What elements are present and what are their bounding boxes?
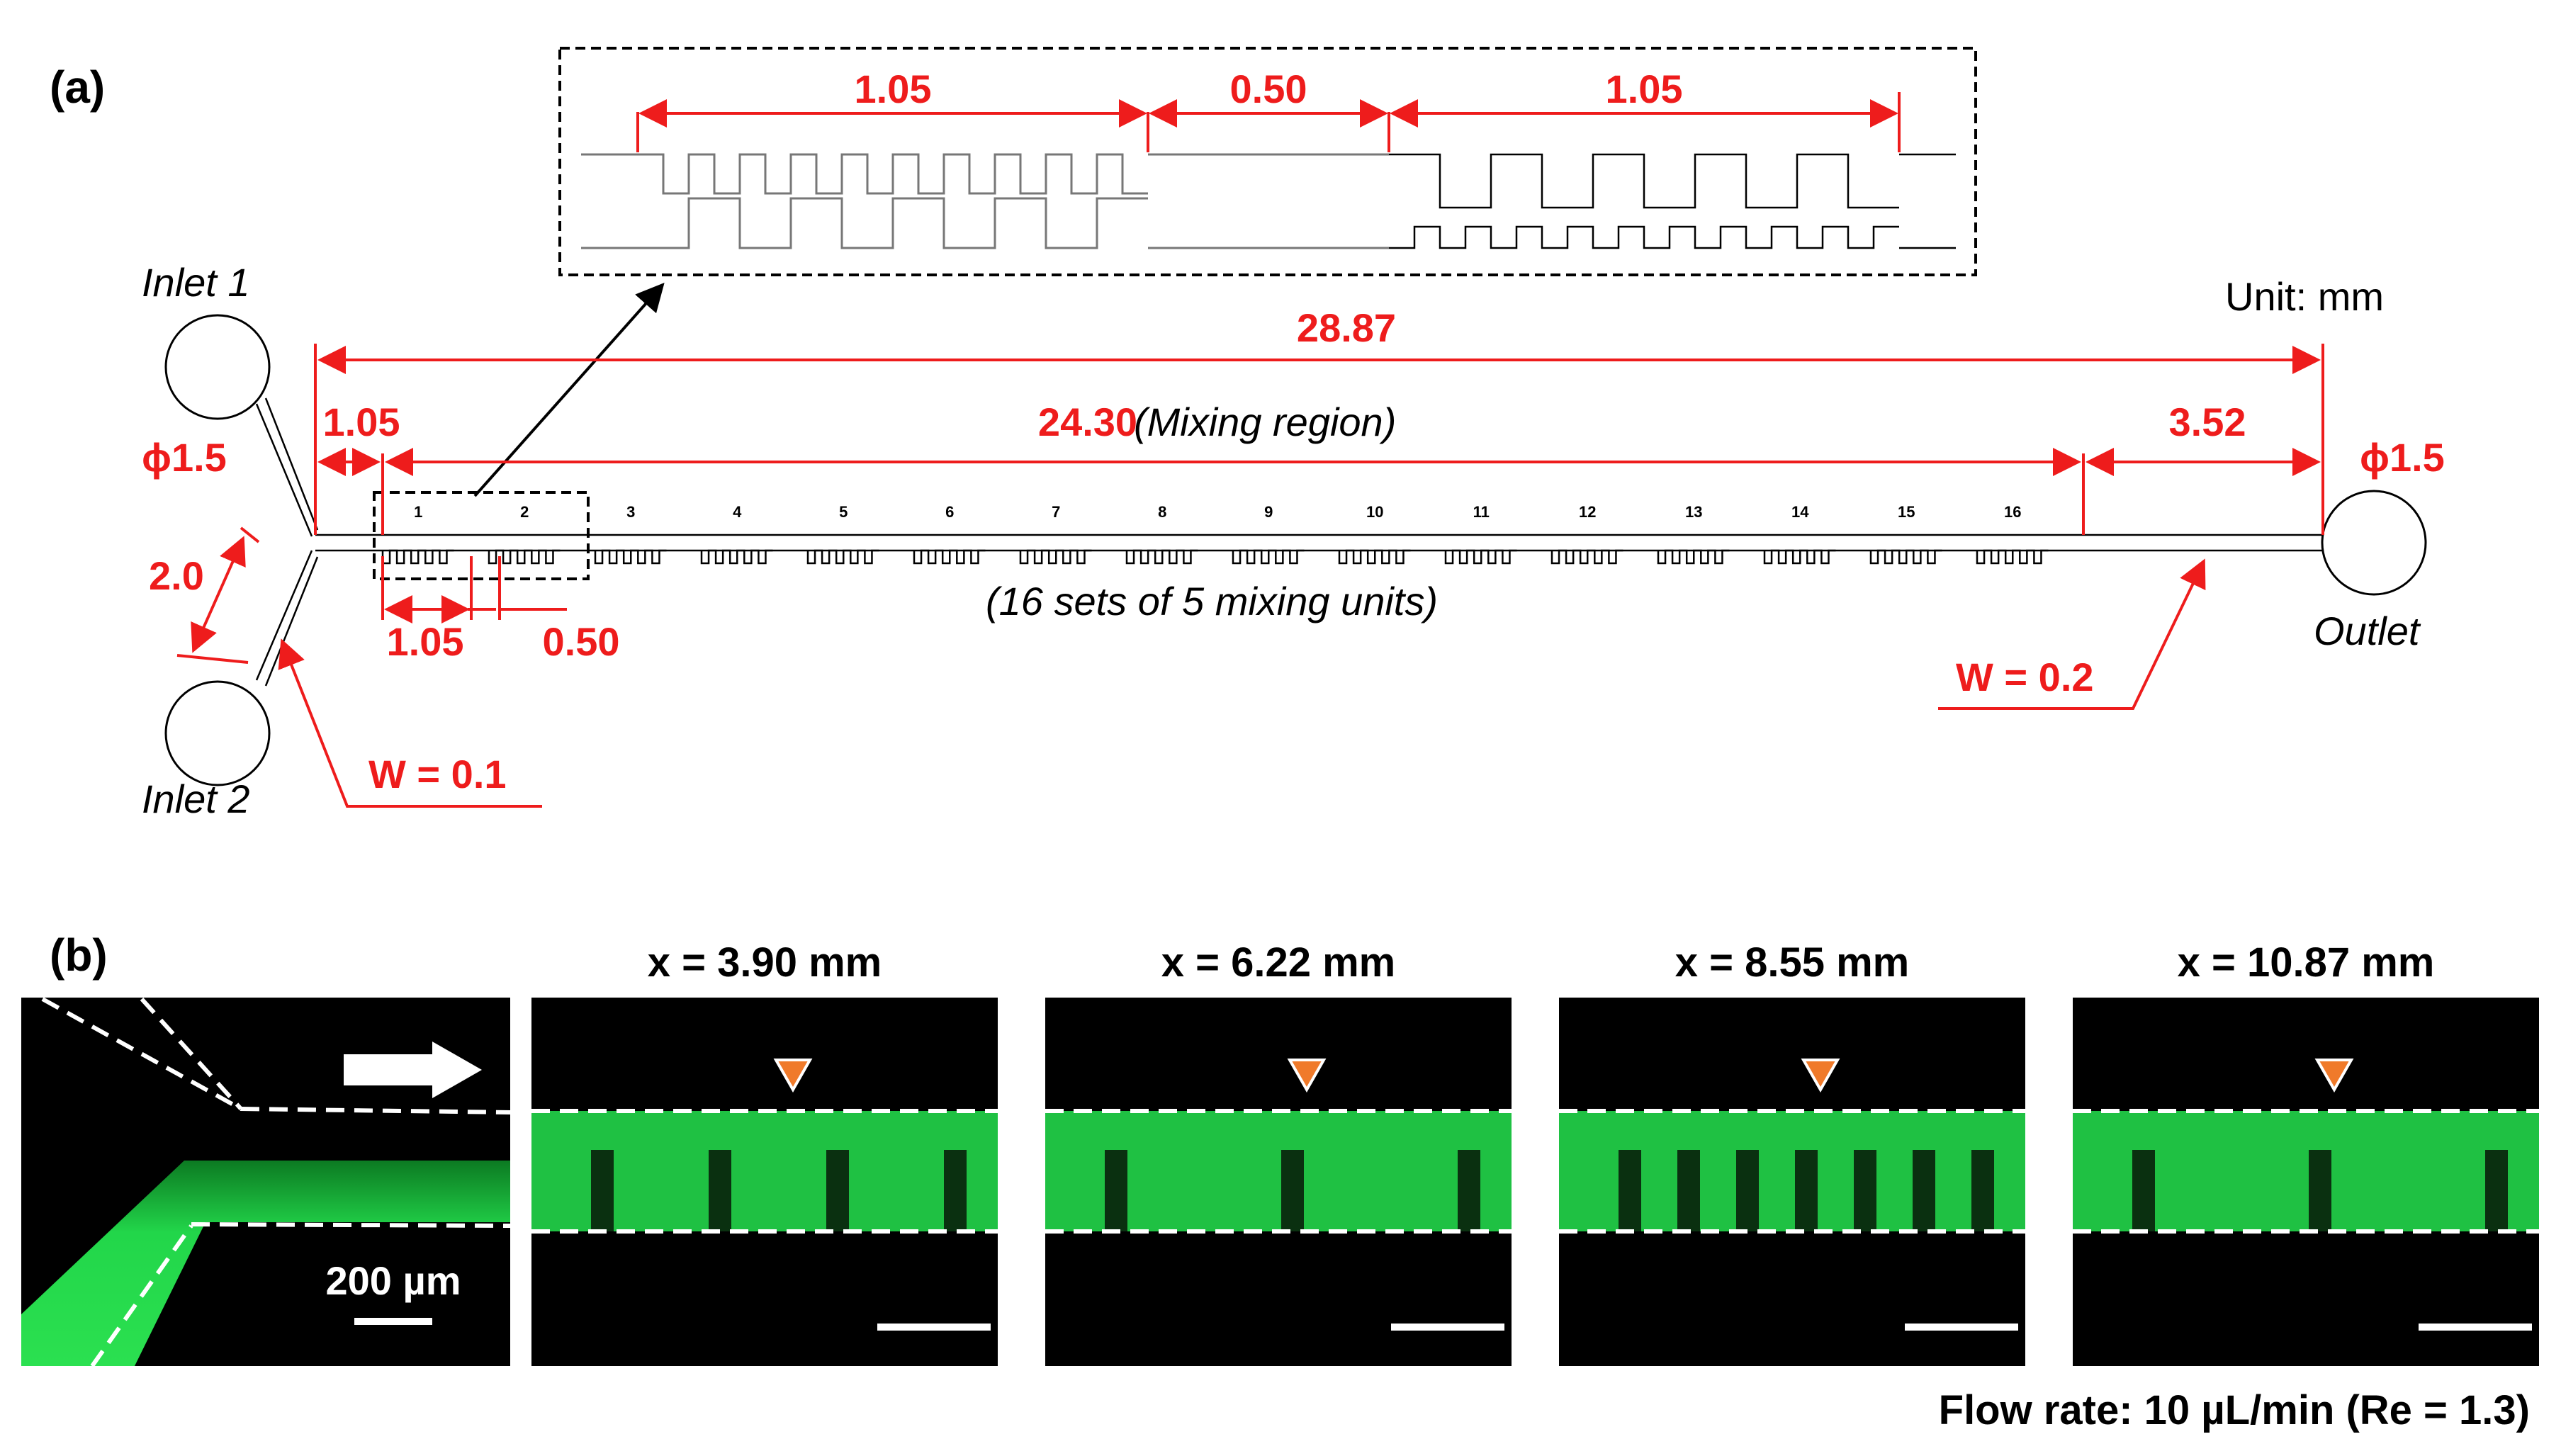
scale-bar [354,1318,432,1325]
inset-dim-3: 1.05 [1606,67,1683,111]
mixing-set-number: 5 [839,503,848,521]
scale-bar [1391,1324,1504,1331]
mixing-set [1976,549,2049,565]
mixing-set-number: 11 [1473,503,1490,521]
inlet-1-label: Inlet 1 [142,260,250,305]
mixing-set-number: 16 [2004,503,2021,521]
flow-direction-arrow [344,1042,482,1098]
mixing-set [1763,549,1836,565]
mixing-unit-sets: 1 2 3 4 5 6 7 8 9 10 11 12 13 14 15 16 [381,503,2049,565]
position-marker-icon [2314,1059,2354,1093]
inlet-diameter-label: ϕ1.5 [142,435,227,480]
micrograph-position-label: x = 8.55 mm [1675,939,1910,986]
mixing-set-number: 9 [1264,503,1273,521]
mixing-set [488,549,561,565]
scale-bar [877,1324,991,1331]
micrograph-4 [2073,998,2539,1366]
micrograph-3 [1559,998,2025,1366]
mixing-set [1125,549,1198,565]
main-dimensions [176,344,2324,808]
main-channel [315,534,2323,552]
inlet-segment-label: 1.05 [323,400,400,444]
position-marker-icon [1287,1059,1327,1093]
outlet-diameter-label: ϕ1.5 [2360,435,2445,480]
mixing-set-number: 10 [1366,503,1383,521]
mixing-set-number: 12 [1579,503,1596,521]
outlet-label: Outlet [2314,609,2421,653]
junction-image [21,997,511,1367]
scale-bar [2419,1324,2532,1331]
mixing-set [913,549,986,565]
mixing-set-number: 14 [1791,503,1809,521]
flow-rate-note: Flow rate: 10 µL/min (Re = 1.3) [1939,1387,2530,1433]
mixing-set-number: 2 [520,503,529,521]
chip-zoom-region [373,491,590,580]
inset-pointer-arrow [473,283,665,497]
position-marker-icon [1801,1059,1840,1093]
outlet-segment-label: 3.52 [2169,400,2246,444]
outlet-width-label: W = 0.2 [1956,655,2094,699]
mixing-set [1019,549,1092,565]
scale-bar-label: 200 µm [325,1258,461,1303]
mixing-set-number: 1 [414,503,422,521]
inlet-spacing-label: 2.0 [149,553,204,598]
mixing-set-number: 3 [626,503,635,521]
unit-length-label: 1.05 [387,619,464,664]
mixing-set-number: 15 [1898,503,1915,521]
panel-a-label: (a) [50,62,105,113]
mixing-set [594,549,667,565]
micrograph-position-label: x = 10.87 mm [2178,939,2435,986]
mixing-set-number: 7 [1052,503,1060,521]
inlet-2-label: Inlet 2 [142,777,250,821]
mixing-set-number: 6 [945,503,954,521]
micrograph-position-label: x = 6.22 mm [1161,939,1396,986]
mixing-set [381,549,454,565]
micrograph-position-label: x = 3.90 mm [648,939,882,986]
scale-bar [1905,1324,2018,1331]
outlet-port [2321,490,2427,596]
mixing-sets-label: (16 sets of 5 mixing units) [986,579,1438,623]
inlet-channels [255,397,319,687]
mixing-set-number: 8 [1158,503,1166,521]
mixing-set [1232,549,1305,565]
mixing-set [1338,549,1411,565]
inset-dim-1: 1.05 [855,67,932,111]
inlet-1-port [164,314,271,420]
mixing-set [1550,549,1623,565]
total-length-label: 28.87 [1297,305,1396,350]
unit-label: Unit: mm [2225,274,2384,319]
zoom-inset-frame [558,47,1977,276]
position-marker-icon [773,1059,813,1093]
inset-dimensions [636,92,1901,152]
mixing-length-label: 24.30 [1038,400,1137,444]
mixing-set-number: 13 [1685,503,1702,521]
mixing-set [1657,549,1730,565]
panel-b-label: (b) [50,930,108,981]
mixing-region-label: (Mixing region) [1134,400,1396,444]
inset-dim-2: 0.50 [1230,67,1307,111]
inlet-2-port [164,680,271,786]
mixing-set-number: 4 [733,503,742,521]
mixing-set [1444,549,1517,565]
mixing-set [1869,549,1942,565]
micrograph-1 [531,998,998,1366]
mixing-set [806,549,879,565]
mixing-set [700,549,773,565]
inset-channel-drawing [581,153,1956,249]
inlet-width-label: W = 0.1 [368,752,507,796]
micrograph-2 [1045,998,1512,1366]
observation-images: x = 3.90 mm x = 6.22 mm x = 8.55 mm x = 10.… [531,939,2539,1366]
gap-length-label: 0.50 [543,619,620,664]
